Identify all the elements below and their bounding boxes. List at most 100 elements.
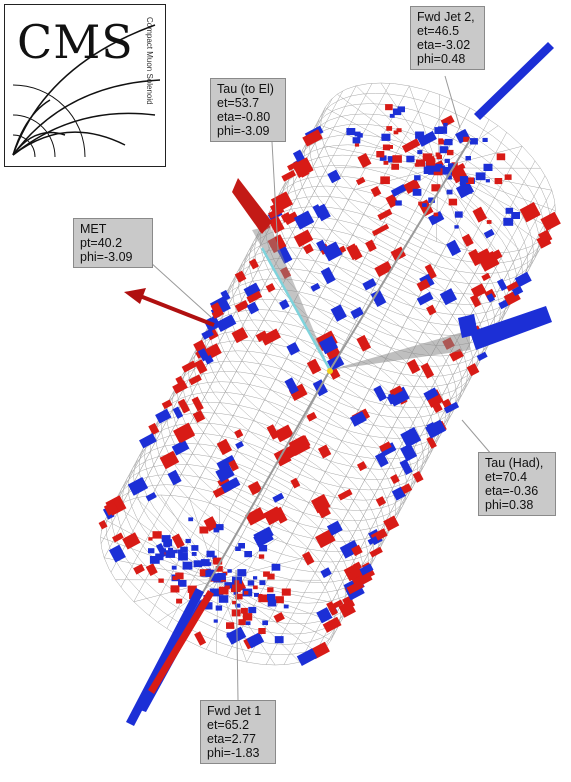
calo-tower — [400, 443, 418, 462]
calo-tower — [439, 288, 458, 306]
grid-ring — [155, 391, 391, 563]
calo-tower — [389, 385, 403, 397]
endcap-tower — [238, 619, 246, 626]
calo-tower — [234, 429, 244, 439]
fwd-jet2-et: et=46.5 — [417, 24, 460, 38]
endcap-tower — [235, 603, 241, 608]
endcap-spoke — [405, 167, 439, 229]
calo-tower — [369, 546, 383, 558]
calo-tower — [216, 455, 236, 470]
calo-tower — [280, 211, 292, 223]
endcap-tower — [227, 569, 232, 573]
calo-tower — [399, 459, 413, 476]
endcap-tower — [191, 545, 199, 551]
calo-tower — [302, 129, 323, 147]
endcap-tower — [247, 580, 255, 586]
calo-tower — [355, 176, 366, 186]
grid-ring — [193, 319, 430, 491]
cms-logo-tracks — [12, 24, 161, 158]
calo-tower — [253, 526, 274, 544]
fwd-jet1-et: et=65.2 — [207, 718, 250, 732]
endcap-tower — [193, 560, 203, 568]
endcap-tower — [200, 570, 205, 574]
calo-tower — [172, 406, 184, 419]
endcap-tower — [175, 572, 184, 580]
calo-tower — [538, 229, 553, 244]
tau-el-et: et=53.7 — [217, 96, 260, 110]
cms-logo-subtitle: Compact Muon Solenoid — [145, 17, 154, 105]
endcap-tower — [463, 136, 470, 142]
fwd-jet1-tower — [126, 588, 204, 726]
calo-tower — [310, 282, 321, 292]
grid-ring — [199, 309, 435, 480]
calo-tower — [416, 291, 434, 306]
calo-tower — [246, 301, 260, 315]
calo-tower — [145, 563, 158, 577]
endcap-tower — [200, 559, 210, 567]
endcap-tower — [389, 113, 395, 118]
endcap-tower — [149, 556, 160, 564]
calo-tower — [349, 411, 367, 427]
endcap-tower — [267, 599, 277, 607]
endcap-tower — [163, 539, 173, 547]
grid-ring — [215, 278, 452, 449]
calo-tower — [296, 648, 318, 666]
endcap-tower — [148, 537, 153, 541]
calo-tower — [390, 474, 400, 485]
calo-tower — [337, 488, 353, 501]
endcap-tower — [171, 565, 177, 570]
endcap-tower — [391, 163, 399, 170]
tau-el-phi: phi=-3.09 — [217, 124, 270, 138]
fwd-jet1-tower-red — [148, 590, 214, 694]
grid-ring — [182, 340, 419, 511]
calo-tower — [290, 477, 301, 489]
beam-line-upper — [329, 139, 471, 371]
endcap-tower — [234, 580, 240, 585]
endcap-tower — [422, 203, 427, 207]
fwd-jet2-phi: phi=0.48 — [417, 52, 466, 66]
endcap-tower — [431, 184, 441, 192]
calo-tower — [461, 233, 474, 247]
endcap-tower — [469, 138, 478, 145]
calo-tower — [426, 436, 437, 449]
endcap-tower — [191, 552, 197, 556]
calo-tower — [417, 130, 437, 147]
tau-had-eta: eta=-0.36 — [485, 484, 539, 498]
endcap-tower — [148, 548, 155, 554]
endcap-tower — [274, 636, 284, 644]
endcap-tower — [346, 128, 356, 136]
calo-tower — [400, 483, 413, 494]
endcap-tower — [416, 159, 425, 167]
endcap-tower — [253, 585, 258, 590]
calo-tower — [423, 387, 439, 401]
calo-tower — [315, 529, 336, 549]
endcap-tower — [503, 217, 514, 226]
tau-had-tower-blue-2 — [458, 314, 478, 338]
calo-tower — [356, 461, 368, 472]
endcap-tower — [180, 546, 188, 553]
calo-tower — [103, 501, 119, 516]
grid-ring — [276, 165, 512, 336]
calo-tower — [216, 438, 233, 456]
calo-tower — [319, 335, 339, 355]
label-met: MET pt=40.2 phi=-3.09 — [73, 218, 153, 268]
calo-tower — [155, 408, 172, 424]
calo-tower — [428, 211, 445, 226]
calo-tower — [260, 328, 281, 346]
endcap-tower — [387, 156, 396, 163]
endcap-tower — [218, 586, 229, 595]
endcap-tower — [428, 197, 435, 203]
endcap-tower — [376, 151, 385, 158]
calo-tower — [446, 239, 462, 257]
calo-tower — [403, 178, 421, 195]
calo-tower — [302, 551, 315, 566]
endcap-spoke — [437, 167, 467, 251]
label-fwd-jet1: Fwd Jet 1 et=65.2 eta=2.77 phi=-1.83 — [200, 700, 276, 764]
calo-tower — [322, 616, 342, 633]
calo-tower — [470, 283, 487, 298]
calo-tower — [514, 271, 532, 288]
calo-tower — [171, 439, 190, 456]
endcap-tower — [382, 144, 391, 151]
calo-tower — [247, 480, 263, 496]
endcap-tower — [215, 524, 224, 531]
